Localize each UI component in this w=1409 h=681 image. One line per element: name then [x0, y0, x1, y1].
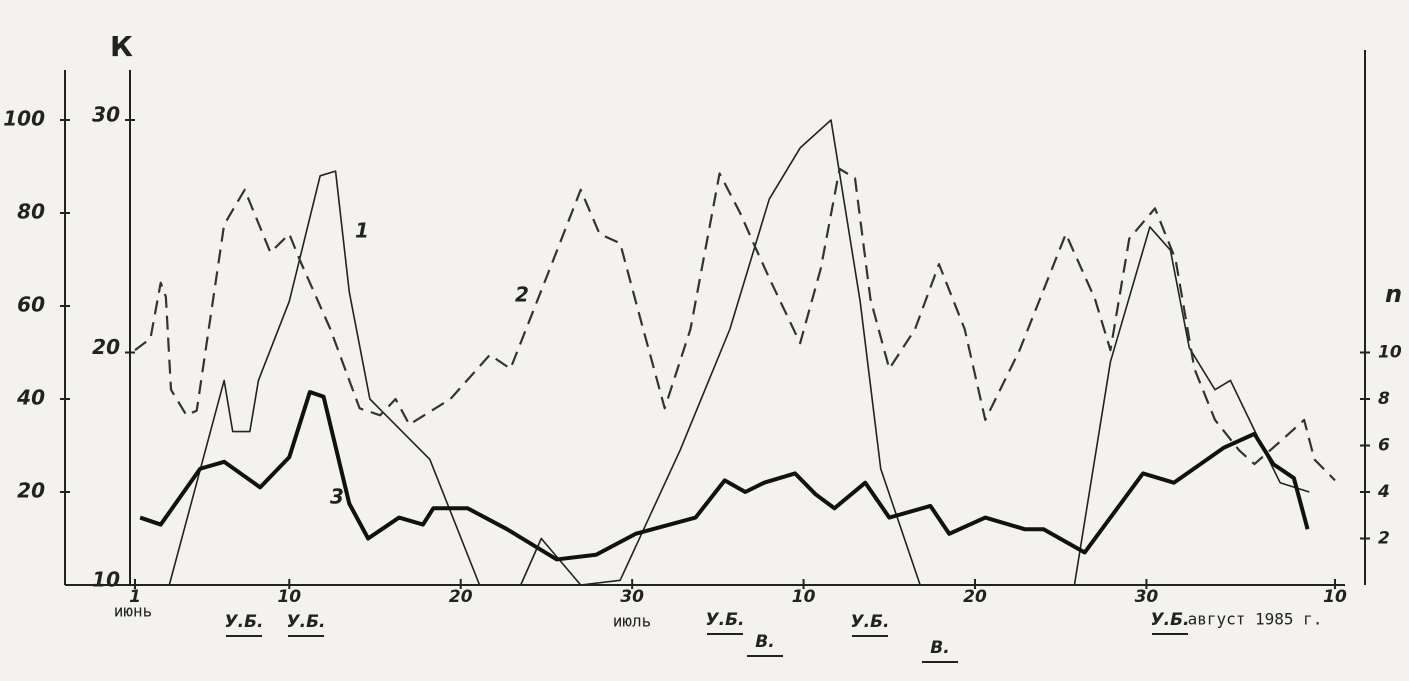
series-label: 3: [330, 485, 344, 509]
y2-tick-label: 30: [92, 103, 120, 127]
y2-title: К: [110, 30, 133, 63]
x-tick-label: 30: [1135, 587, 1159, 607]
series-line: [168, 119, 1310, 586]
y-tick-label: 80: [17, 200, 45, 224]
annotation: У.Б.: [851, 612, 890, 632]
series-label: 1: [355, 219, 369, 243]
y3-tick-label: 8: [1378, 389, 1390, 409]
y-tick-label: 40: [16, 386, 45, 410]
annotation: У.Б.: [287, 612, 326, 632]
x-tick-label: 20: [963, 587, 987, 607]
month-label: август 1985 г.: [1188, 610, 1323, 629]
annotation: В.: [755, 632, 774, 652]
x-tick-label: 10: [277, 587, 301, 607]
annotation: У.Б.: [706, 610, 745, 630]
y3-tick-label: 10: [1378, 343, 1402, 363]
y-tick-label: 20: [17, 479, 45, 503]
y-tick-label: 60: [17, 293, 45, 317]
x-tick-label: 30: [620, 587, 644, 607]
annotation: У.Б.: [1151, 610, 1190, 630]
month-label: июль: [613, 612, 652, 631]
series-line: [134, 167, 1336, 482]
y3-title: n: [1385, 280, 1402, 308]
y3-tick-label: 2: [1378, 529, 1390, 549]
y2-tick-label: 20: [92, 335, 120, 359]
annotation: В.: [930, 638, 949, 658]
month-label: июнь: [114, 602, 153, 621]
x-tick-label: 10: [1323, 587, 1347, 607]
y2-tick-label: 10: [92, 568, 120, 592]
x-tick-label: 10: [792, 587, 816, 607]
y-tick-label: 100: [3, 107, 45, 131]
x-tick-label: 1: [129, 587, 141, 607]
y3-tick-label: 6: [1378, 436, 1390, 456]
series-label: 2: [515, 283, 529, 307]
series-line: [139, 390, 1310, 562]
x-tick-label: 20: [449, 587, 473, 607]
annotation: У.Б.: [225, 612, 264, 632]
y3-tick-label: 4: [1377, 482, 1390, 502]
